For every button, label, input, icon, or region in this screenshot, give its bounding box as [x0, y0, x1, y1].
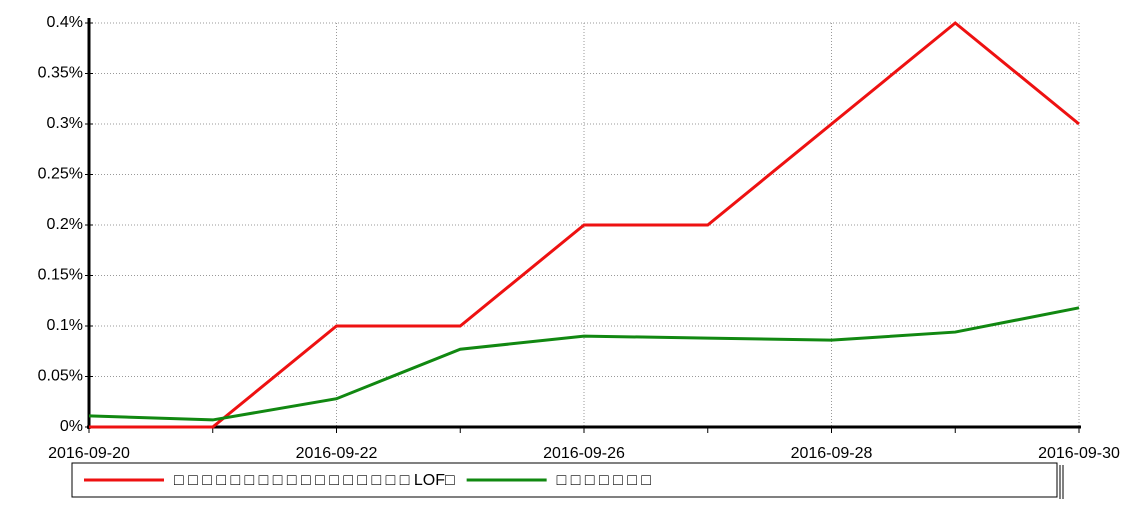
series-line: [88, 306, 1080, 422]
y-tick-label: 0.4%: [47, 14, 83, 31]
x-tick-label: 2016-09-20: [48, 445, 130, 462]
y-tick-label: 0.15%: [38, 267, 83, 284]
legend-label: □ □ □ □ □ □ □: [557, 472, 652, 489]
y-tick-label: 0.05%: [38, 368, 83, 385]
y-tick-label: 0.1%: [47, 317, 83, 334]
legend-label: □ □ □ □ □ □ □ □ □ □ □ □ □ □ □ □ □ LOF□: [174, 472, 455, 489]
y-tick-label: 0.3%: [47, 115, 83, 132]
x-tick-label: 2016-09-22: [296, 445, 378, 462]
x-tick-label: 2016-09-30: [1038, 445, 1120, 462]
legend-box: [71, 462, 1058, 498]
series-line: [89, 21, 1080, 429]
y-tick-label: 0.2%: [47, 216, 83, 233]
x-tick-label: 2016-09-26: [543, 445, 625, 462]
x-tick-label: 2016-09-28: [791, 445, 873, 462]
y-tick-label: 0.35%: [38, 65, 83, 82]
y-tick-label: 0.25%: [38, 166, 83, 183]
y-tick-label: 0%: [60, 418, 83, 435]
